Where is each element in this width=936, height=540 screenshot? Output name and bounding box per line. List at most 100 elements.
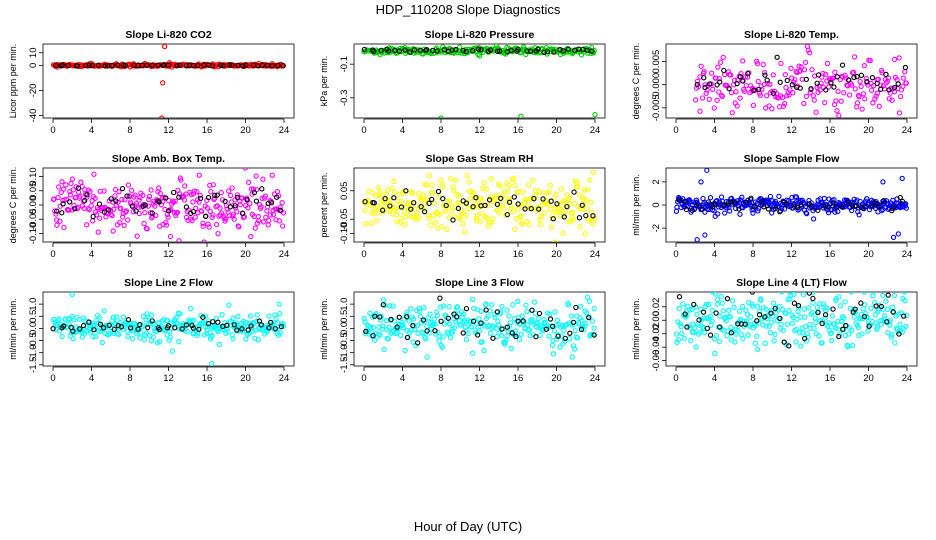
check-point <box>689 207 695 213</box>
ambient-point <box>400 325 406 331</box>
check-point <box>149 62 155 69</box>
ambient-point <box>136 197 142 203</box>
plot-frame <box>353 291 606 367</box>
ambient-point <box>167 328 173 335</box>
check-point <box>455 205 462 212</box>
ambient-point <box>447 175 454 182</box>
ambient-point <box>708 81 714 87</box>
ambient-point <box>577 303 584 309</box>
y-tick-label: 0.5 <box>339 310 350 323</box>
ambient-point <box>446 303 452 310</box>
x-tick-label: 0 <box>673 373 678 384</box>
ambient-point <box>554 317 560 323</box>
ambient-point <box>460 210 467 216</box>
ambient-point <box>884 306 891 312</box>
ambient-point <box>369 190 376 196</box>
check-point <box>795 303 802 309</box>
panel-title: Slope Line 2 Flow <box>124 277 214 289</box>
ambient-point <box>572 328 578 334</box>
ambient-point <box>376 192 382 199</box>
x-tick-label: 8 <box>127 373 132 384</box>
points-group <box>673 168 909 242</box>
ambient-point <box>903 312 910 319</box>
check-point <box>531 195 537 202</box>
ambient-point <box>250 186 257 192</box>
ambient-point <box>75 189 82 195</box>
ambient-point <box>478 308 484 314</box>
check-point <box>742 321 748 327</box>
ambient-point <box>703 301 710 307</box>
x-tick-label: 16 <box>513 373 524 384</box>
check-point <box>272 325 279 332</box>
check-point <box>210 319 216 325</box>
ambient-point <box>790 90 796 96</box>
ambient-point <box>562 208 569 215</box>
ambient-point <box>52 208 58 214</box>
ambient-point <box>767 81 773 87</box>
ambient-point <box>263 214 269 220</box>
check-point <box>74 63 80 69</box>
y-axis-label: ml/min per min. <box>319 298 329 360</box>
ambient-point <box>163 222 170 228</box>
ambient-point <box>215 230 221 237</box>
check-point <box>751 87 757 94</box>
ambient-outlier-point <box>694 237 700 242</box>
ambient-point <box>697 306 704 312</box>
ambient-point <box>69 207 75 213</box>
check-point <box>511 194 517 200</box>
y-tick-label: -1.0 <box>28 344 39 360</box>
ambient-point <box>870 83 877 89</box>
ambient-point <box>562 338 568 344</box>
check-point <box>676 197 682 203</box>
y-tick-label: 1.0 <box>339 298 350 311</box>
check-point <box>576 215 583 221</box>
check-point <box>473 195 479 201</box>
ambient-point <box>187 305 194 312</box>
ambient-point <box>679 330 685 337</box>
x-tick-label: 4 <box>89 373 94 384</box>
ambient-point <box>728 72 734 78</box>
check-point <box>125 317 132 323</box>
check-point <box>486 197 493 203</box>
ambient-point <box>469 296 476 303</box>
check-point <box>60 201 66 207</box>
y-tick-label: 2 <box>651 179 662 184</box>
check-point <box>224 322 230 329</box>
ambient-point <box>204 327 210 333</box>
ambient-point <box>833 98 839 104</box>
x-tick-label: 16 <box>202 249 213 260</box>
x-tick-label: 12 <box>163 125 174 136</box>
ambient-point <box>227 319 234 325</box>
ambient-point <box>798 343 804 349</box>
ambient-point <box>851 54 858 60</box>
check-point <box>450 217 456 223</box>
ambient-point <box>80 315 87 321</box>
check-point <box>852 306 858 312</box>
ambient-point <box>362 207 368 213</box>
ambient-point <box>715 296 721 302</box>
check-point <box>875 203 882 210</box>
check-point <box>839 62 846 68</box>
ambient-point <box>722 210 728 216</box>
check-point <box>515 201 521 207</box>
ambient-point <box>63 182 69 188</box>
ambient-point <box>673 208 680 214</box>
ambient-point <box>84 194 90 200</box>
ambient-point <box>687 307 693 313</box>
ambient-point <box>872 96 878 102</box>
check-point <box>705 199 712 205</box>
check-point <box>258 322 264 328</box>
ambient-point <box>570 343 577 349</box>
check-point <box>777 79 783 85</box>
ambient-point <box>134 233 140 239</box>
ambient-point <box>810 300 816 306</box>
ambient-point <box>113 322 119 328</box>
ambient-point <box>550 351 557 357</box>
check-point <box>682 199 688 205</box>
ambient-point <box>842 72 848 79</box>
ambient-point <box>811 325 817 331</box>
ambient-point <box>243 336 249 342</box>
ambient-point <box>719 300 725 306</box>
x-tick-label: 0 <box>50 373 55 384</box>
ambient-point <box>776 193 782 199</box>
